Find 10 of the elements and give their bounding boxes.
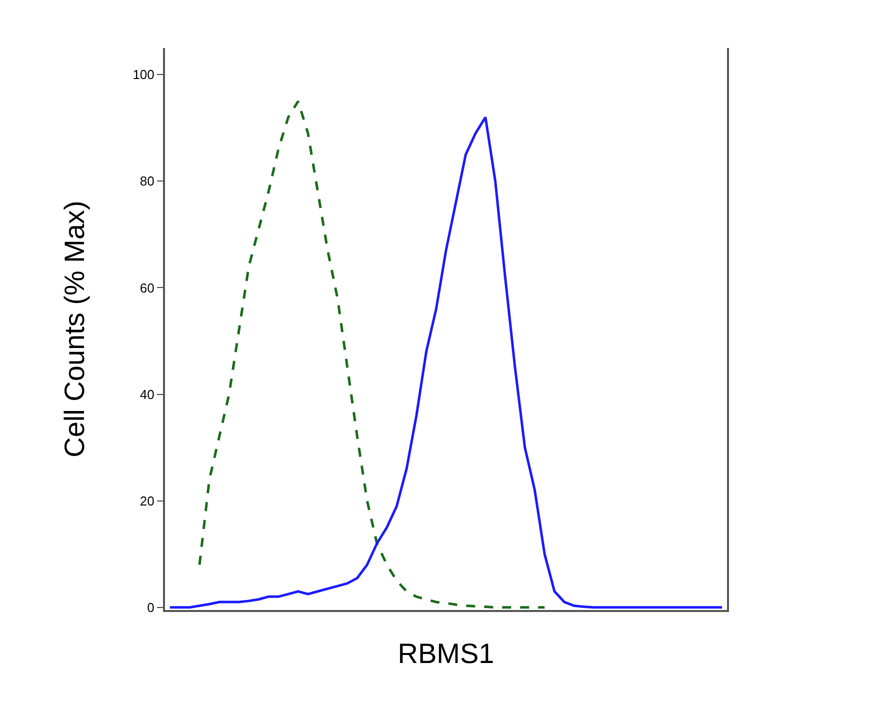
y-tick-label: 0	[147, 600, 154, 615]
line-series	[168, 116, 724, 609]
y-axis-title: Cell Counts (% Max)	[58, 200, 90, 458]
x-axis-title: RBMS1	[398, 638, 494, 669]
y-tick-label: 60	[140, 280, 154, 296]
y-tick-label: 20	[140, 493, 154, 508]
y-tick-label: 40	[140, 386, 154, 402]
line-series	[198, 100, 546, 609]
y-tick-label: 100	[132, 67, 154, 82]
y-tick-label: 80	[140, 174, 154, 189]
